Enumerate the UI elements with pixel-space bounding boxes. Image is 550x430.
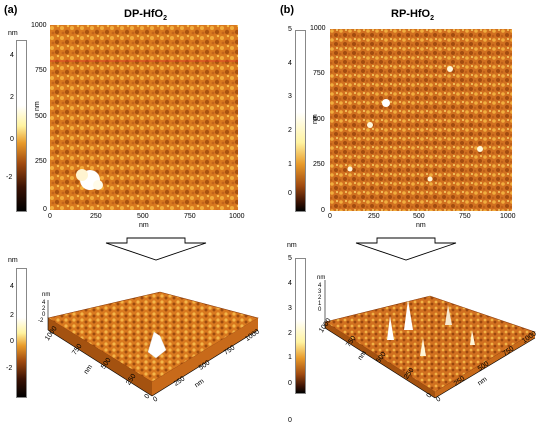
panel-b-cbar-tick-1: 1: [288, 161, 292, 168]
panel-b-cbar-tick-5: 5: [288, 26, 292, 33]
panel-a-ytick-250: 250: [35, 158, 47, 165]
panel-a-cbar-tick-2: 2: [10, 94, 14, 101]
panel-a-3d-ztick-4: 4: [42, 300, 46, 306]
panel-b-bottom-colorbar: [295, 258, 306, 394]
panel-a-bottom-cbar-tick-4: 4: [10, 283, 14, 290]
panel-b-title: RP-HfO2: [391, 8, 434, 22]
panel-a-colorbar: [16, 40, 27, 212]
panel-a-bottom-cbar-tick-2: 2: [10, 312, 14, 319]
panel-a-cbar-tick-4: 4: [10, 52, 14, 59]
panel-b-3d-ztick-4: 4: [318, 283, 322, 289]
panel-b-colorbar: [295, 30, 306, 212]
panel-b-xtick-250: 250: [368, 213, 380, 220]
panel-a-3d-ztick-2: 2: [42, 306, 46, 312]
panel-a-label: (a): [4, 4, 18, 16]
panel-b-ytick-250: 250: [313, 161, 325, 168]
panel-a-xtick-250: 250: [90, 213, 102, 220]
panel-a-ytick-1000: 1000: [31, 22, 47, 29]
panel-b-xtick-500: 500: [413, 213, 425, 220]
panel-a-cbar-tick-neg2: -2: [6, 174, 13, 181]
panel-b-bottom-cbar-tick-3: 3: [288, 305, 292, 312]
panel-b-xtick-750: 750: [459, 213, 471, 220]
panel-a-colorbar-unit: nm: [8, 30, 18, 37]
panel-b-bottom-cbar-tick-5: 5: [288, 255, 292, 262]
panel-b-ytick-500: 500: [313, 116, 325, 123]
panel-b-bottom-extra-zero: 0: [288, 417, 292, 424]
panel-b-cbar-tick-3: 3: [288, 93, 292, 100]
panel-b-bottom-cbar-tick-1: 1: [288, 354, 292, 361]
panel-b-cbar-tick-4: 4: [288, 60, 292, 67]
panel-a-cbar-tick-0: 0: [10, 136, 14, 143]
panel-a-bottom-cbar-tick-0: 0: [10, 338, 14, 345]
panel-a-xtick-1000: 1000: [229, 213, 245, 220]
panel-a-afm-image: [50, 25, 238, 210]
panel-b-xtick-1000: 1000: [500, 213, 516, 220]
panel-a-ytick-750: 750: [35, 67, 47, 74]
panel-b-x-unit: nm: [416, 222, 426, 229]
panel-b-afm-image: [330, 29, 512, 211]
panel-a-3d-ztick-0: 0: [42, 312, 46, 318]
panel-a-bottom-colorbar: [16, 268, 27, 398]
panel-b-cbar-tick-2: 2: [288, 127, 292, 134]
panel-b-3d-ztick-0: 0: [318, 307, 322, 313]
panel-a-bottom-cbar-unit: nm: [8, 257, 18, 264]
panel-b-bottom-cbar-tick-4: 4: [288, 280, 292, 287]
panel-a-x-unit: nm: [139, 222, 149, 229]
panel-b-ytick-1000: 1000: [310, 25, 326, 32]
panel-b-cbar-tick-0: 0: [288, 190, 292, 197]
panel-a-xtick-500: 500: [137, 213, 149, 220]
panel-b-title-sub: 2: [430, 15, 435, 23]
panel-a-title-sub: 2: [163, 15, 168, 23]
panel-b-ytick-0: 0: [321, 207, 325, 214]
panel-a-title: DP-HfO2: [124, 8, 167, 22]
panel-b-label: (b): [280, 4, 295, 16]
panel-a-afm-texture: [50, 25, 238, 210]
panel-b-3d-ztick-1: 1: [318, 301, 322, 307]
panel-a-bottom-cbar-tick-neg2: -2: [6, 365, 13, 372]
panel-b-bottom-cbar-unit: nm: [287, 242, 297, 249]
panel-a-3d-z-unit: nm: [42, 292, 51, 298]
panel-b-3d-ztick-2: 2: [318, 295, 322, 301]
panel-b-3d-ztick-3: 3: [318, 289, 322, 295]
panel-b-ytick-750: 750: [313, 70, 325, 77]
panel-b-3d-z-unit: nm: [317, 275, 326, 281]
panel-a-ytick-0: 0: [43, 206, 47, 213]
panel-b-title-main: RP-HfO: [391, 8, 431, 20]
panel-a-title-main: DP-HfO: [124, 8, 164, 20]
panel-a-3d-ztick-neg2: -2: [38, 318, 44, 324]
panel-a-xtick-0: 0: [48, 213, 52, 220]
panel-b-afm-texture: [330, 29, 512, 211]
panel-b-bottom-cbar-tick-0: 0: [288, 380, 292, 387]
panel-b-xtick-0: 0: [328, 213, 332, 220]
panel-b-bottom-cbar-tick-2: 2: [288, 330, 292, 337]
panel-a-ytick-500: 500: [35, 113, 47, 120]
panel-a-xtick-750: 750: [184, 213, 196, 220]
